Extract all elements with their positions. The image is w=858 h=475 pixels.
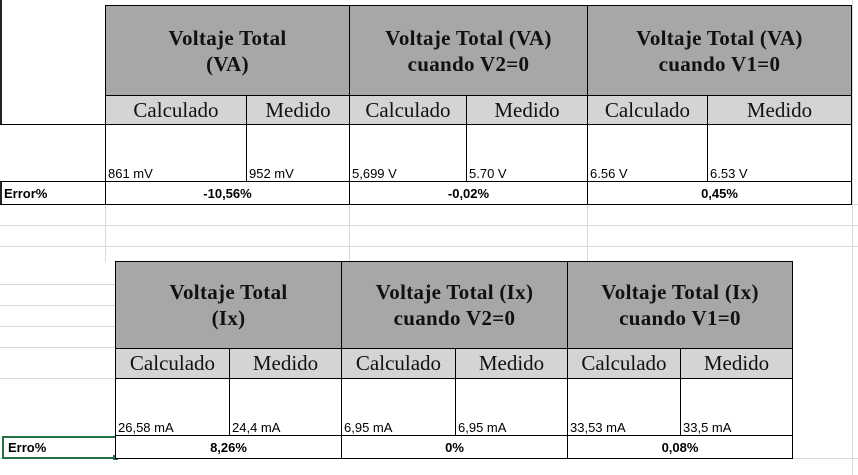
value-cell[interactable]: 33,53 mA: [567, 378, 681, 436]
gridline: [0, 246, 858, 247]
value-text: 952 mV: [249, 166, 294, 181]
gridline: [0, 225, 858, 226]
subheader-calculado: Calculado: [349, 95, 467, 125]
error-value[interactable]: -0,02%: [349, 181, 588, 205]
value-cell[interactable]: 6.53 V: [707, 124, 852, 182]
value-text: 33,5 mA: [683, 420, 732, 435]
value-cell[interactable]: 5.70 V: [466, 124, 588, 182]
subheader-medido: Medido: [680, 348, 793, 379]
gridline: [0, 305, 115, 306]
subheader-calculado: Calculado: [115, 348, 230, 379]
value-cell[interactable]: 861 mV: [105, 124, 247, 182]
subheader-calculado: Calculado: [341, 348, 456, 379]
error-value[interactable]: 0%: [341, 435, 568, 459]
value-text: 24,4 mA: [232, 420, 281, 435]
header-voltaje-total-ix-v1-0: Voltaje Total (Ix) cuando V1=0: [567, 261, 793, 349]
value-cell[interactable]: 6,95 mA: [455, 378, 568, 436]
value-text: 5,699 V: [352, 166, 397, 181]
value-text: 6.53 V: [710, 166, 748, 181]
gridline: [349, 204, 350, 262]
error-value[interactable]: 8,26%: [115, 435, 342, 459]
gridline: [105, 204, 106, 262]
subheader-calculado: Calculado: [105, 95, 247, 125]
header-voltaje-total-ix: Voltaje Total (Ix): [115, 261, 342, 349]
header-voltaje-total-v1-0: Voltaje Total (VA) cuando V1=0: [587, 5, 852, 96]
error-label[interactable]: Error%: [0, 182, 106, 205]
header-voltaje-total-ix-v2-0: Voltaje Total (Ix) cuando V2=0: [341, 261, 568, 349]
subheader-medido: Medido: [707, 95, 852, 125]
gridline: [587, 204, 588, 262]
value-cell[interactable]: 6.56 V: [587, 124, 708, 182]
error-value[interactable]: 0,08%: [567, 435, 793, 459]
error-value[interactable]: -10,56%: [105, 181, 350, 205]
subheader-medido: Medido: [246, 95, 350, 125]
value-cell[interactable]: 5,699 V: [349, 124, 467, 182]
value-text: 6,95 mA: [458, 420, 507, 435]
value-cell[interactable]: 24,4 mA: [229, 378, 342, 436]
gridline: [0, 326, 115, 327]
error-label-selected-cell[interactable]: Erro%: [2, 436, 117, 459]
error-value[interactable]: 0,45%: [587, 181, 852, 205]
value-text: 861 mV: [108, 166, 153, 181]
table-row-label-empty: [0, 124, 106, 182]
gridline: [0, 347, 115, 348]
gridline: [0, 284, 115, 285]
subheader-medido: Medido: [466, 95, 588, 125]
header-voltaje-total-v2-0: Voltaje Total (VA) cuando V2=0: [349, 5, 588, 96]
value-text: 33,53 mA: [570, 420, 626, 435]
gridline: [852, 0, 853, 475]
value-text: 26,58 mA: [118, 420, 174, 435]
value-cell[interactable]: 952 mV: [246, 124, 350, 182]
header-voltaje-total: Voltaje Total (VA): [105, 5, 350, 96]
subheader-calculado: Calculado: [587, 95, 708, 125]
subheader-medido: Medido: [455, 348, 568, 379]
value-cell[interactable]: 6,95 mA: [341, 378, 456, 436]
value-text: 5.70 V: [469, 166, 507, 181]
subheader-calculado: Calculado: [567, 348, 681, 379]
value-text: 6.56 V: [590, 166, 628, 181]
value-cell[interactable]: 26,58 mA: [115, 378, 230, 436]
left-border: [0, 0, 2, 205]
gridline: [0, 378, 115, 379]
subheader-medido: Medido: [229, 348, 342, 379]
value-text: 6,95 mA: [344, 420, 393, 435]
value-cell[interactable]: 33,5 mA: [680, 378, 793, 436]
